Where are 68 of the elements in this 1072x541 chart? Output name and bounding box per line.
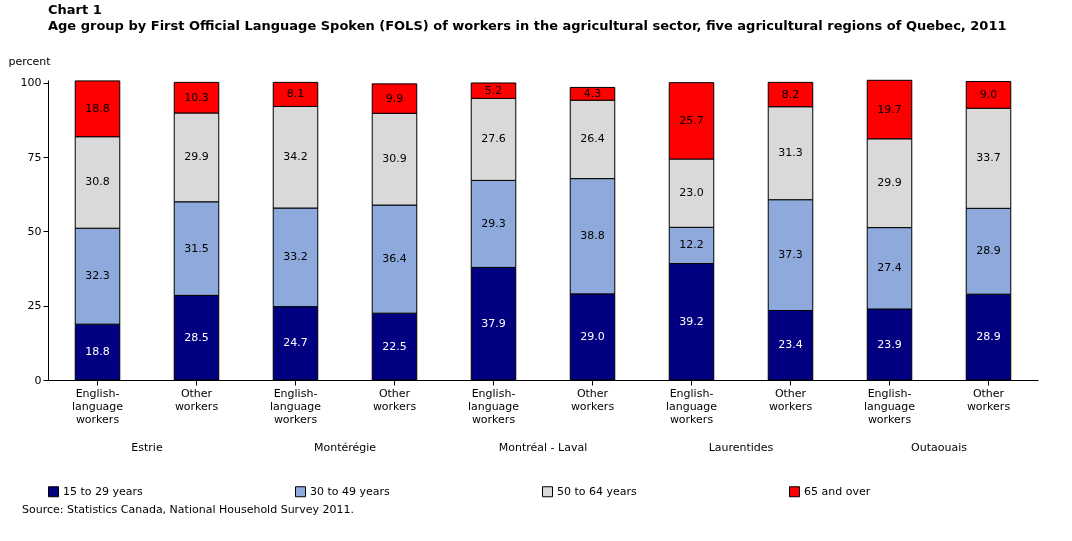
- x-tick-label: Other workers: [570, 386, 615, 413]
- legend-label: 65 and over: [804, 484, 871, 498]
- text: 29.0: [580, 329, 605, 343]
- text: Outaouais: [911, 441, 968, 454]
- text: 22.5: [382, 339, 407, 353]
- text: 5.2: [484, 83, 503, 97]
- text: 30.8: [85, 175, 110, 189]
- text: 26.4: [580, 132, 605, 146]
- text: 33.7: [976, 151, 1001, 165]
- x-tick-label: English-language workers: [863, 386, 916, 426]
- text: 12.2: [679, 238, 704, 252]
- text: 37.9: [481, 316, 506, 330]
- text: 37.3: [778, 248, 803, 262]
- text: 9.9: [385, 91, 404, 105]
- x-tick-label: Other workers: [174, 386, 219, 413]
- y-tick-label: 0: [34, 373, 42, 387]
- text: 29.9: [184, 150, 209, 164]
- text: 38.8: [580, 229, 605, 243]
- text: 36.4: [382, 252, 407, 266]
- text: 28.5: [184, 330, 209, 344]
- x-tick-label: English-language workers: [467, 386, 520, 426]
- source-note: Source: Statistics Canada, National Household Survey 2011.: [22, 503, 355, 516]
- text: 23.4: [778, 338, 803, 352]
- y-tick-label: 100: [20, 76, 42, 90]
- y-tick-label: 75: [27, 150, 42, 164]
- text: Montréal - Laval: [498, 441, 588, 454]
- x-tick-label: Other workers: [768, 386, 813, 413]
- y-axis-title: percent: [8, 54, 52, 68]
- text: 28.9: [976, 330, 1001, 344]
- y-tick-label: 50: [27, 224, 42, 238]
- text: 29.9: [877, 176, 902, 190]
- text: 32.3: [85, 269, 110, 283]
- x-tick-label: Other workers: [966, 386, 1011, 413]
- text: 31.5: [184, 241, 209, 255]
- text: 34.2: [283, 150, 308, 164]
- text: 23.9: [877, 337, 902, 351]
- text: 25.7: [679, 113, 704, 127]
- text: Montérégie: [313, 441, 377, 454]
- text: 33.2: [283, 250, 308, 264]
- legend-label: 15 to 29 years: [63, 484, 144, 498]
- legend-label: 30 to 49 years: [310, 484, 391, 498]
- text: 10.3: [184, 90, 209, 104]
- x-tick-label: English-language workers: [269, 386, 322, 426]
- x-tick-label: Other workers: [372, 386, 417, 413]
- text: 31.3: [778, 146, 803, 160]
- text: 28.9: [976, 244, 1001, 258]
- text: 8.1: [286, 87, 305, 101]
- text: 9.0: [979, 87, 998, 101]
- text: 18.8: [85, 345, 110, 359]
- chart-subtitle: Age group by First Official Language Spoken (FOLS) of workers in the agricultural sector, five agricultural regions of Quebec, 2011: [48, 18, 1007, 33]
- text: 27.6: [481, 132, 506, 146]
- text: 4.3: [583, 86, 602, 100]
- text: 39.2: [679, 314, 704, 328]
- y-tick-label: 25: [27, 299, 42, 313]
- text: Estrie: [131, 441, 163, 454]
- text: 23.0: [679, 186, 704, 200]
- chart-title: Chart 1: [48, 2, 102, 17]
- text: 27.4: [877, 261, 902, 275]
- text: 24.7: [283, 336, 308, 350]
- text: 30.9: [382, 152, 407, 166]
- text: 8.2: [781, 87, 800, 101]
- x-tick-label: English-language workers: [665, 386, 718, 426]
- text: 19.7: [877, 102, 902, 116]
- text: 29.3: [481, 216, 506, 230]
- text: Laurentides: [708, 441, 774, 454]
- legend-label: 50 to 64 years: [557, 484, 638, 498]
- x-tick-label: English-language workers: [71, 386, 124, 426]
- text: 18.8: [85, 101, 110, 115]
